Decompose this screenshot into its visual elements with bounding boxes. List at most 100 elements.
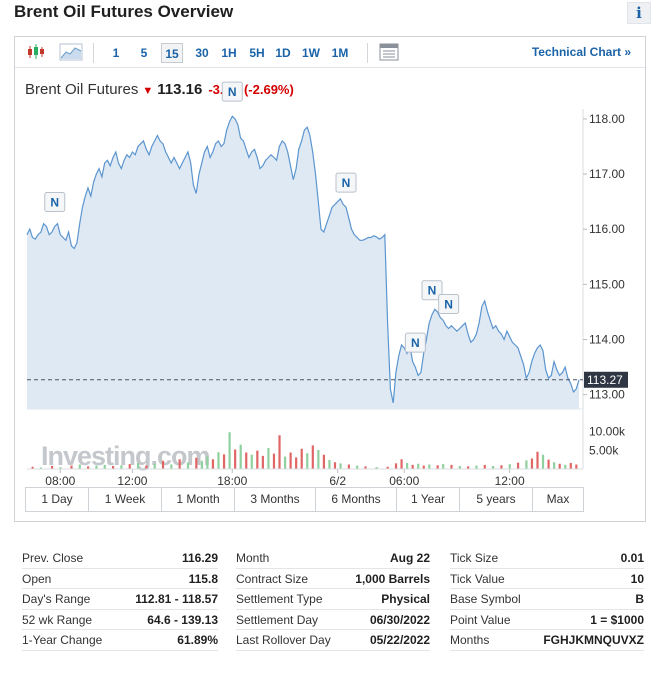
volume-bar	[356, 465, 359, 469]
detail-value: 1,000 Barrels	[355, 571, 430, 586]
detail-row: Point Value 1 = $1000	[450, 610, 644, 631]
x-tick-label: 18:00	[217, 474, 247, 487]
price-change-percent: (-2.69%)	[243, 82, 294, 97]
detail-label: Months	[450, 633, 490, 648]
price-line	[26, 115, 580, 404]
interval-1h[interactable]: 1H	[221, 46, 237, 60]
volume-bar	[442, 464, 445, 469]
volume-bar	[278, 435, 281, 469]
detail-row: 52 wk Range 64.6 - 139.13	[22, 610, 218, 631]
volume-bar	[536, 451, 539, 469]
volume-bar	[178, 459, 181, 469]
price-area	[27, 116, 579, 409]
detail-value: 05/22/2022	[369, 633, 430, 648]
volume-bar	[364, 466, 367, 469]
y-tick-label: 118.00	[589, 112, 625, 126]
range-3-months[interactable]: 3 Months	[234, 487, 316, 512]
y-tick-label: 117.00	[589, 167, 625, 181]
detail-label: Open	[22, 571, 52, 586]
interval-5[interactable]: 5	[140, 46, 148, 60]
page-title: Brent Oil Futures Overview	[14, 2, 234, 21]
y-tick-label: 115.00	[589, 277, 625, 291]
volume-bar	[245, 452, 248, 469]
detail-label: Tick Size	[450, 551, 499, 565]
range-selector: 1 Day 1 Week 1 Month 3 Months 6 Months 1 Year…	[25, 487, 584, 512]
volume-bar	[195, 457, 198, 469]
detail-row: Tick Size 0.01	[450, 548, 644, 569]
interval-1d[interactable]: 1D	[275, 46, 291, 60]
news-marker	[221, 81, 243, 102]
interval-30[interactable]: 30	[195, 46, 209, 60]
volume-bar	[145, 465, 148, 469]
volume-bar	[111, 466, 115, 469]
volume-bar	[153, 463, 156, 469]
range-1-week[interactable]: 1 Week	[88, 487, 162, 512]
details-column-2: Month Aug 22 Contract Size 1,000 Barrels Set…	[236, 548, 430, 651]
info-button[interactable]: i	[627, 2, 651, 24]
volume-bar	[333, 462, 337, 469]
volume-bar	[39, 467, 43, 469]
last-price: 113.16	[157, 81, 203, 98]
detail-row: Contract Size 1,000 Barrels	[236, 569, 430, 590]
detail-label: Settlement Type	[236, 592, 323, 607]
range-1-day[interactable]: 1 Day	[25, 487, 89, 512]
detail-row: 1-Year Change 61.89%	[22, 630, 218, 651]
interval-1m[interactable]: 1M	[331, 46, 349, 60]
volume-bar	[222, 454, 226, 469]
volume-tick-label: 5.00k	[589, 443, 619, 457]
detail-value: Physical	[381, 592, 430, 607]
volume-bar	[217, 452, 220, 469]
range-max[interactable]: Max	[532, 487, 584, 512]
chart-area[interactable]: Brent Oil Futures▼113.16-3.13(-2.69%) 11…	[15, 69, 645, 487]
volume-bar	[120, 465, 123, 469]
volume-bar	[200, 460, 203, 469]
volume-bar	[492, 466, 495, 469]
range-1-year[interactable]: 1 Year	[396, 487, 460, 512]
detail-label: Month	[236, 551, 270, 565]
volume-bar	[525, 460, 528, 469]
table-view-icon[interactable]	[375, 41, 403, 63]
detail-row: Day's Range 112.81 - 118.57	[22, 589, 218, 610]
detail-value: 64.6 - 139.13	[147, 612, 218, 627]
range-5-years[interactable]: 5 years	[459, 487, 533, 512]
interval-1w[interactable]: 1W	[302, 46, 320, 60]
interval-15[interactable]: 15	[161, 43, 183, 63]
area-chart-icon[interactable]	[57, 41, 85, 63]
detail-value: 0.01	[620, 551, 644, 565]
detail-row: Settlement Day 06/30/2022	[236, 610, 430, 631]
news-marker-label: N	[444, 297, 453, 311]
detail-label: Settlement Day	[236, 612, 319, 627]
detail-label: Base Symbol	[450, 592, 521, 607]
volume-bar	[422, 465, 425, 469]
volume-bar	[530, 458, 534, 469]
volume-bar	[406, 463, 409, 469]
technical-chart-link[interactable]: Technical Chart »	[531, 45, 631, 59]
detail-label: Last Rollover Day	[236, 633, 331, 648]
range-1-month[interactable]: 1 Month	[161, 487, 235, 512]
volume-bar	[558, 463, 561, 469]
volume-bar	[161, 460, 165, 469]
down-arrow-icon: ▼	[142, 85, 154, 97]
volume-bar	[317, 449, 320, 469]
detail-value: FGHJKMNQUVXZ	[543, 633, 644, 648]
volume-bar	[386, 466, 389, 469]
detail-row: Base Symbol B	[450, 589, 644, 610]
volume-bar	[547, 459, 550, 469]
volume-bar	[103, 464, 106, 469]
range-6-months[interactable]: 6 Months	[315, 487, 397, 512]
volume-bar	[239, 444, 242, 469]
volume-bar	[475, 465, 478, 469]
interval-5h[interactable]: 5H	[249, 46, 265, 60]
quote-header: Brent Oil Futures▼113.16-3.13(-2.69%)	[25, 81, 294, 98]
volume-bar	[300, 448, 303, 469]
last-price-label: 113.27	[587, 373, 623, 387]
price-chart: 118.00117.00116.00115.00114.00113.00113.…	[26, 81, 628, 487]
news-marker	[44, 191, 66, 212]
volume-bar	[516, 462, 520, 469]
candlestick-chart-icon[interactable]	[23, 41, 51, 63]
detail-label: 52 wk Range	[22, 612, 93, 627]
detail-label: Day's Range	[22, 592, 91, 607]
interval-1[interactable]: 1	[112, 46, 120, 60]
volume-bar	[483, 464, 486, 469]
x-tick-label: 08:00	[45, 474, 75, 487]
